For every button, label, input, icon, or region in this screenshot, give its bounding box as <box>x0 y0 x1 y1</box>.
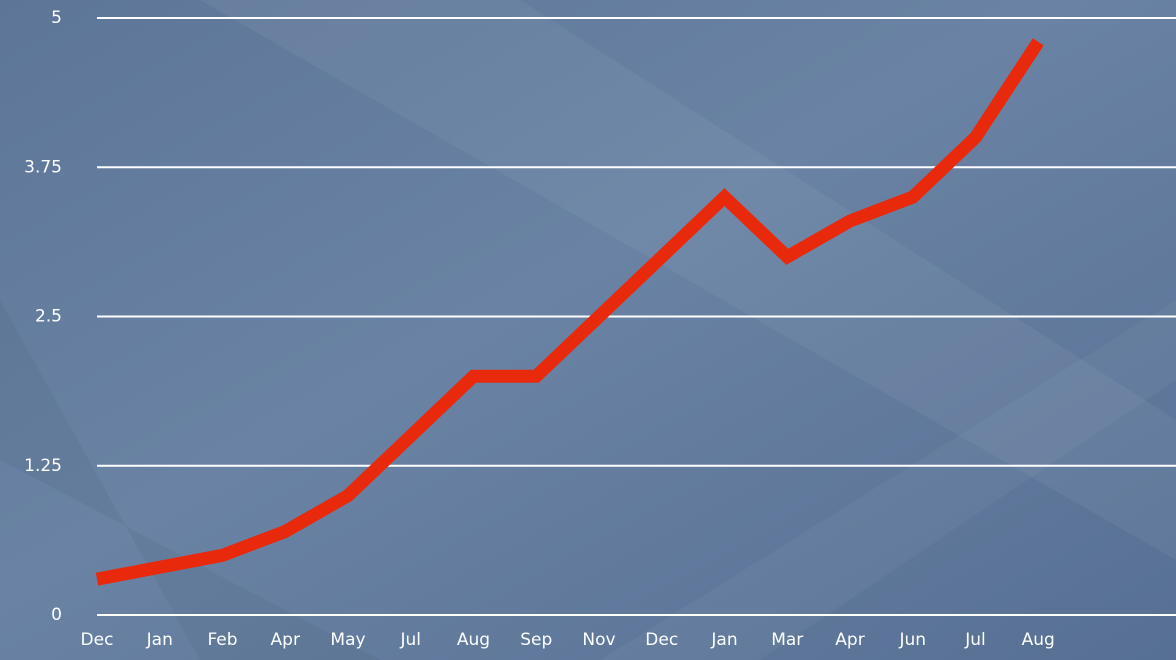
background-band <box>600 300 1176 660</box>
background-band <box>0 300 380 660</box>
x-tick-label: Nov <box>582 630 615 650</box>
y-tick-label: 1.25 <box>24 456 62 476</box>
x-tick-label: Jun <box>898 630 926 650</box>
x-tick-label: Dec <box>81 630 114 650</box>
x-tick-label: Jan <box>710 630 737 650</box>
x-tick-label: Sep <box>520 630 552 650</box>
x-tick-label: May <box>330 630 365 650</box>
y-tick-label: 2.5 <box>35 307 62 327</box>
x-tick-label: Jul <box>964 630 986 650</box>
data-line <box>95 38 1044 586</box>
x-tick-label: Aug <box>457 630 490 650</box>
x-tick-label: Jul <box>399 630 421 650</box>
y-tick-label: 3.75 <box>24 157 62 177</box>
x-tick-label: Jan <box>146 630 173 650</box>
x-tick-label: Mar <box>771 630 803 650</box>
background-band <box>200 0 1176 560</box>
x-tick-label: Dec <box>645 630 678 650</box>
x-tick-label: Apr <box>271 630 300 650</box>
x-tick-label: Apr <box>835 630 864 650</box>
y-tick-label: 5 <box>51 8 62 28</box>
y-tick-label: 0 <box>51 605 62 625</box>
x-tick-label: Aug <box>1022 630 1055 650</box>
x-tick-label: Feb <box>207 630 237 650</box>
